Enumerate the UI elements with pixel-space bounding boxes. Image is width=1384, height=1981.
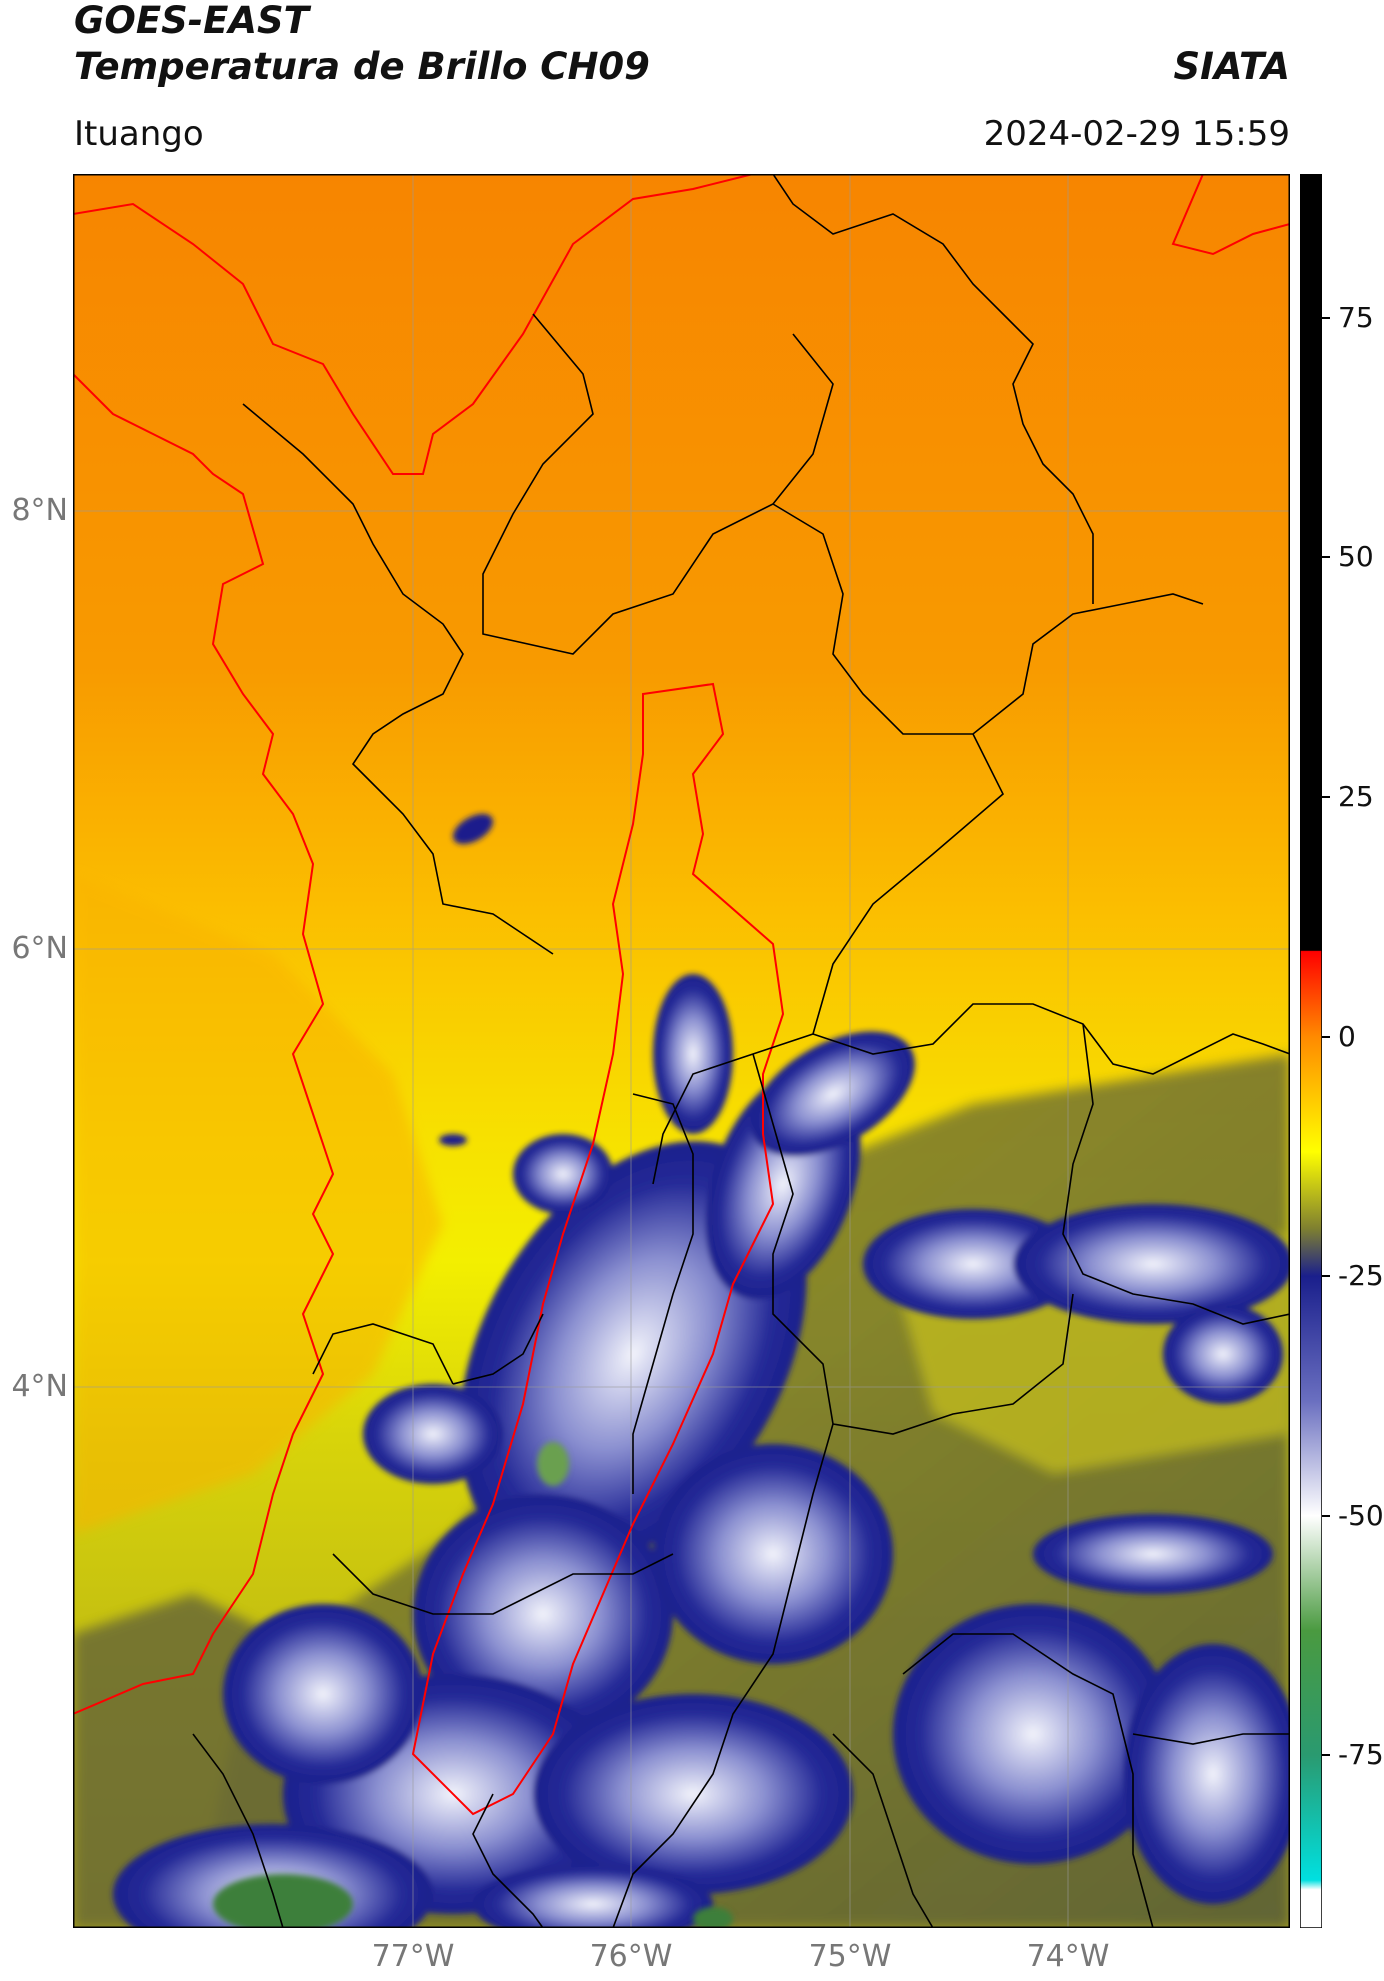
colorbar-tick-mark (1322, 556, 1330, 559)
lat-label-4n: 4°N (11, 1369, 68, 1404)
colorbar-tick-mark (1322, 796, 1330, 798)
colorbar-tick-label: -25 (1338, 1259, 1384, 1293)
colorbar-tick-mark (1322, 1275, 1330, 1278)
brightness-temperature-map (72, 173, 1303, 1964)
colorbar-tick-label: -50 (1338, 1498, 1384, 1532)
organization-label: SIATA (1173, 45, 1290, 88)
colorbar-tick-label: 25 (1338, 780, 1374, 813)
map-canvas (72, 173, 1303, 1964)
colorbar-canvas (1299, 173, 1323, 1929)
colorbar-tick-label: 0 (1338, 1019, 1356, 1053)
lon-label-74w: 74°W (1026, 1939, 1110, 1974)
colorbar-tick-label: -75 (1338, 1738, 1384, 1772)
lon-label-77w: 77°W (371, 1939, 455, 1974)
satellite-title: GOES-EAST (74, 0, 309, 42)
product-title: Temperatura de Brillo CH09 (74, 45, 650, 88)
colorbar-tick-mark (1322, 1754, 1330, 1757)
colorbar-tick-label: 75 (1338, 300, 1374, 334)
colorbar-tick-mark (1322, 1035, 1330, 1038)
colorbar-tick-label: 50 (1338, 540, 1374, 574)
colorbar-fill (1299, 173, 1323, 1929)
coastline-outline (72, 173, 1291, 1715)
colorbar-tick-mark (1322, 316, 1330, 319)
location-label: Ituango (74, 114, 204, 154)
lat-label-6n: 6°N (11, 931, 68, 966)
datetime-label: 2024-02-29 15:59 (983, 114, 1290, 154)
lon-label-75w: 75°W (808, 1939, 892, 1974)
department-boundaries (192, 173, 1291, 1929)
lat-label-8n: 8°N (11, 493, 68, 528)
convective-clouds (113, 813, 1303, 1964)
map-frame (73, 174, 1290, 1928)
coldest-tops (213, 1442, 733, 1934)
warm-west-band (73, 874, 443, 1534)
lon-label-76w: 76°W (589, 1939, 673, 1974)
graticule (73, 174, 1290, 1928)
colorbar (1299, 173, 1323, 1929)
colorbar-tick-mark (1322, 1514, 1330, 1517)
ituango-basin-outline (411, 682, 785, 1816)
